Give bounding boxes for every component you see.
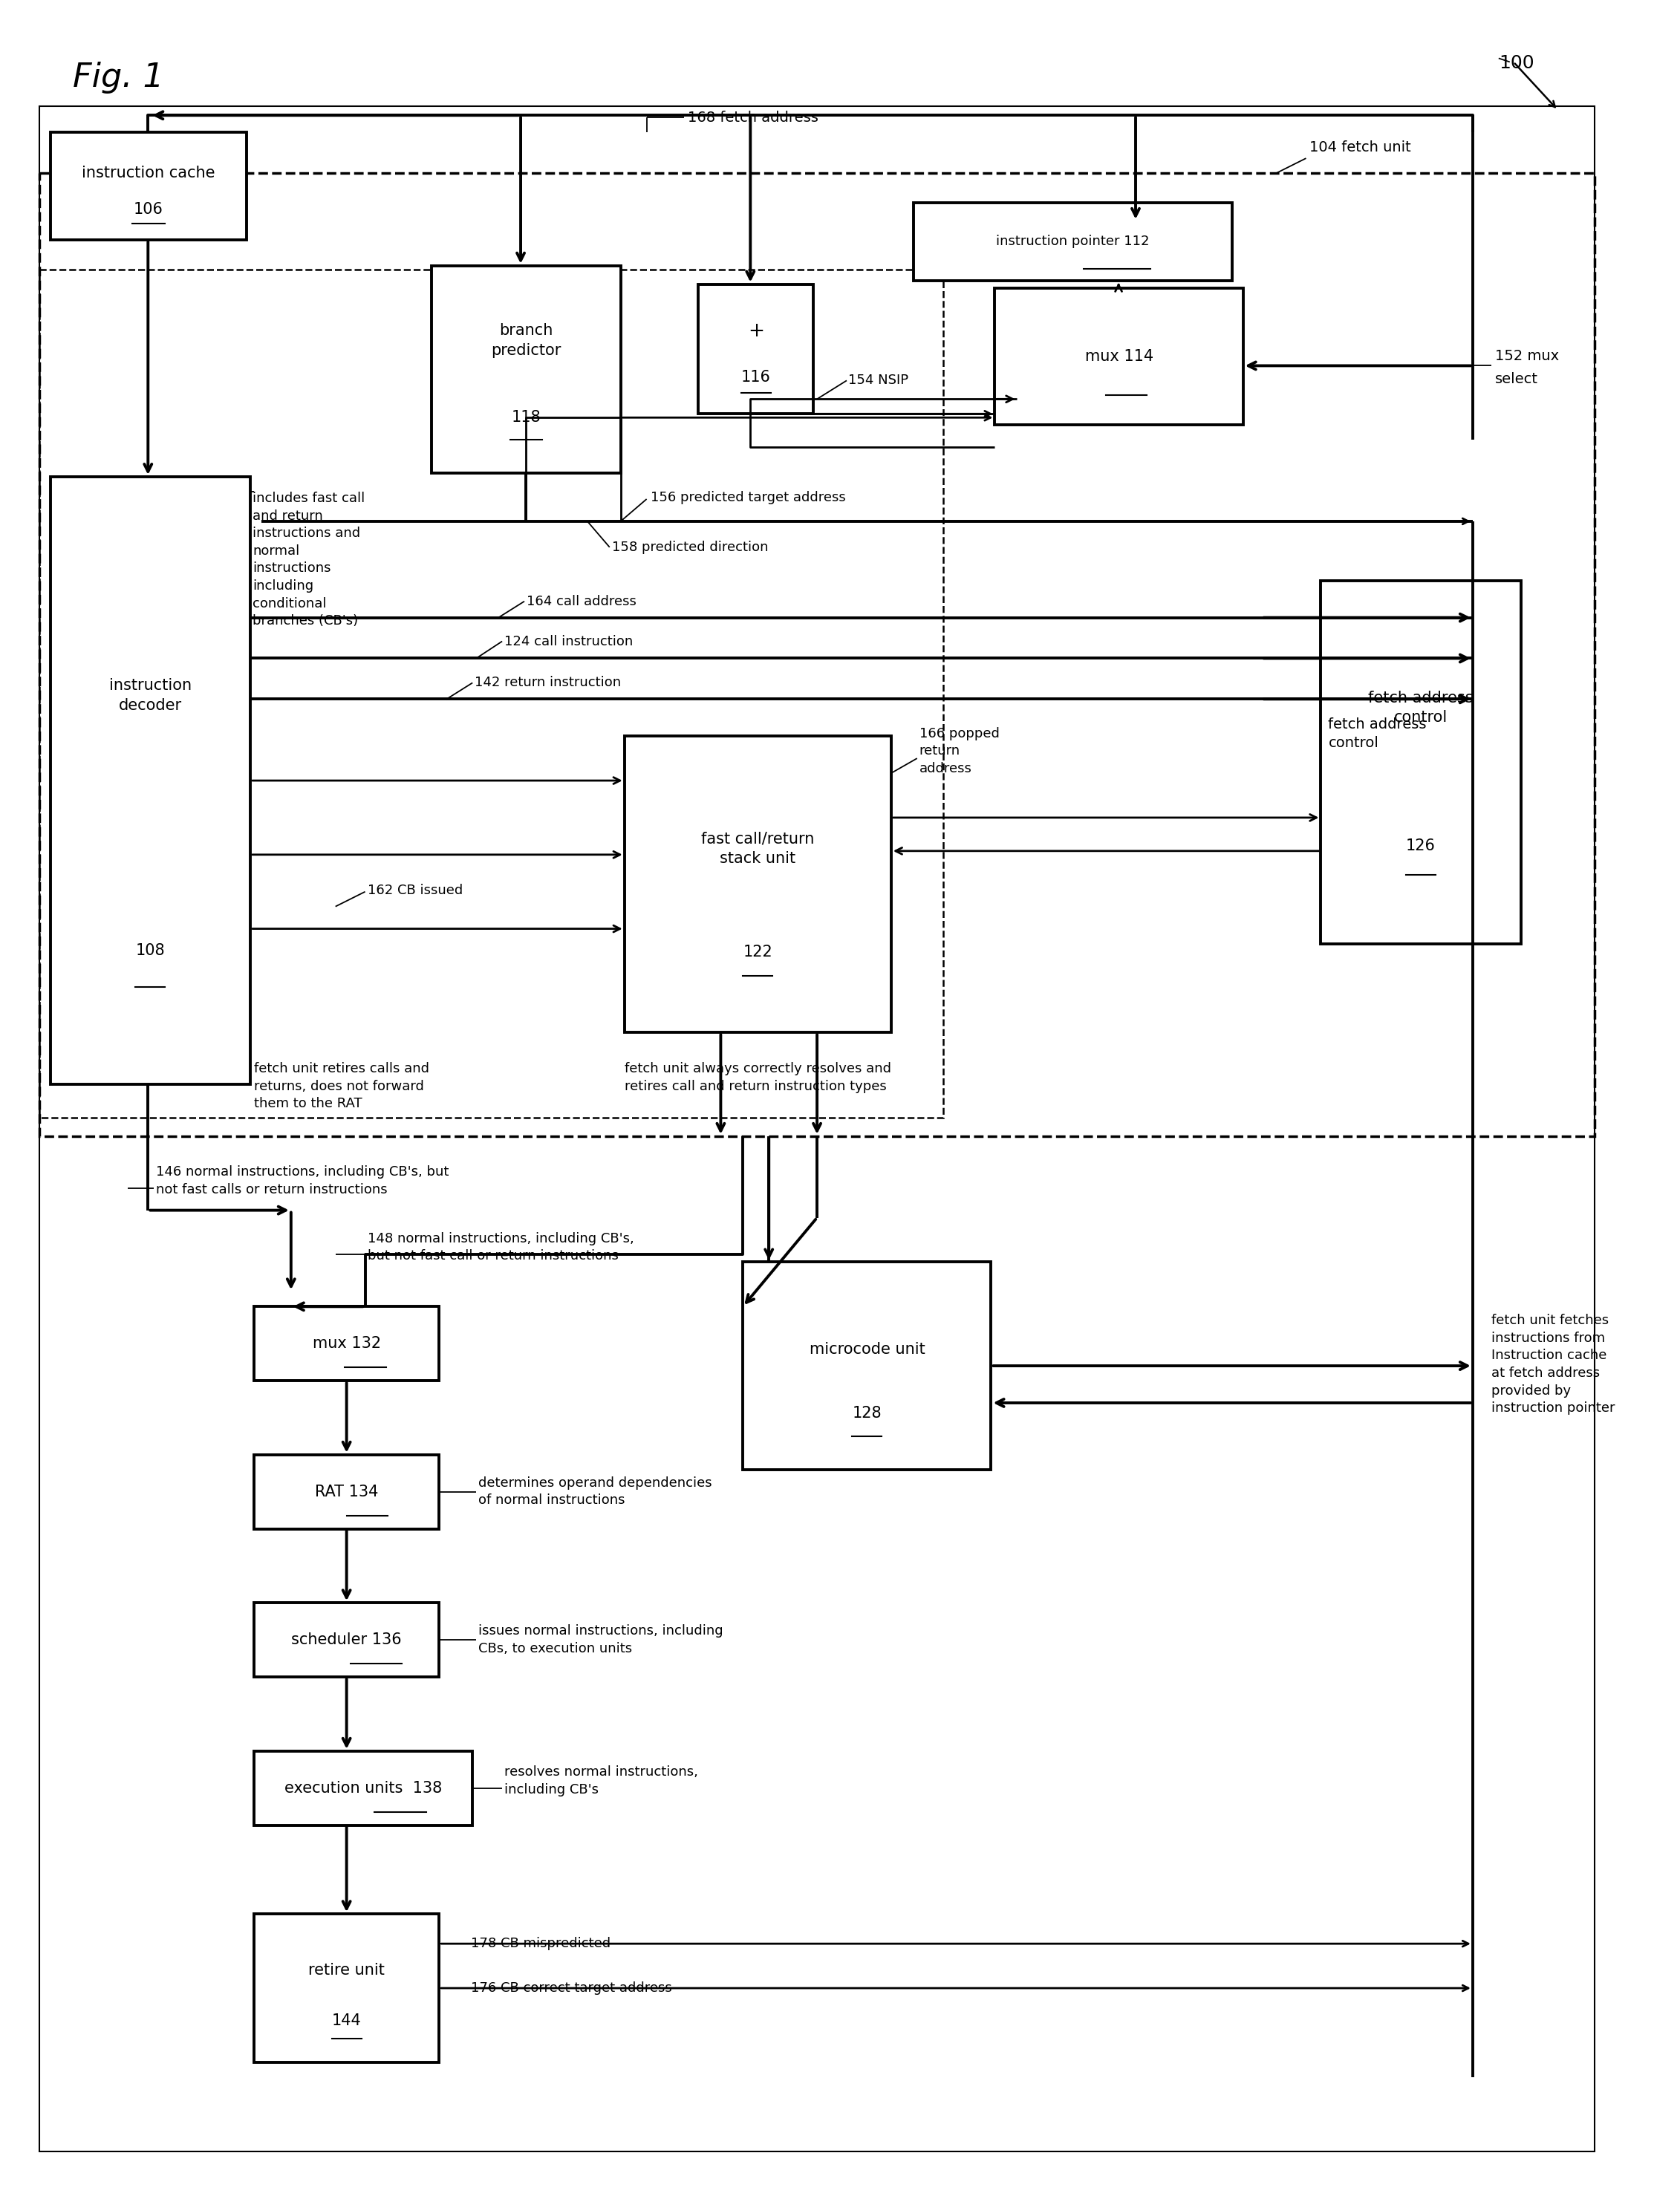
Text: 148 normal instructions, including CB's,
but not fast call or return instruction: 148 normal instructions, including CB's,… — [368, 1231, 633, 1262]
Text: 152 mux: 152 mux — [1495, 350, 1559, 363]
Text: 156 predicted target address: 156 predicted target address — [650, 490, 845, 504]
Text: 154 NSIP: 154 NSIP — [848, 374, 909, 387]
Text: 122: 122 — [743, 946, 773, 961]
Text: instruction cache: instruction cache — [82, 165, 215, 180]
Text: 104 fetch unit: 104 fetch unit — [1310, 141, 1411, 154]
Text: instruction pointer 112: instruction pointer 112 — [996, 235, 1149, 248]
Text: branch
predictor: branch predictor — [491, 323, 561, 358]
Text: resolves normal instructions,
including CB's: resolves normal instructions, including … — [504, 1766, 699, 1797]
Bar — [50, 132, 247, 240]
Text: fetch unit fetches
instructions from
Instruction cache
at fetch address
provided: fetch unit fetches instructions from Ins… — [1492, 1315, 1614, 1414]
Text: 100: 100 — [1499, 55, 1534, 73]
Bar — [254, 1913, 438, 2063]
Text: 126: 126 — [1406, 838, 1436, 853]
Bar — [254, 1750, 472, 1825]
Text: 106: 106 — [134, 202, 163, 218]
Bar — [1320, 581, 1520, 943]
Text: fetch unit always correctly resolves and
retires call and return instruction typ: fetch unit always correctly resolves and… — [625, 1062, 890, 1093]
Text: scheduler 136: scheduler 136 — [291, 1632, 402, 1647]
Text: determines operand dependencies
of normal instructions: determines operand dependencies of norma… — [479, 1476, 712, 1506]
Text: issues normal instructions, including
CBs, to execution units: issues normal instructions, including CB… — [479, 1625, 724, 1656]
Bar — [743, 1262, 991, 1469]
Text: 142 return instruction: 142 return instruction — [475, 675, 622, 690]
Text: instruction
decoder: instruction decoder — [109, 677, 192, 712]
Text: 116: 116 — [741, 369, 771, 385]
Bar — [432, 266, 620, 473]
Text: 158 predicted direction: 158 predicted direction — [612, 541, 768, 554]
Text: 118: 118 — [511, 409, 541, 424]
Text: select: select — [1495, 372, 1537, 387]
Text: 124 call instruction: 124 call instruction — [504, 636, 633, 649]
Text: microcode unit: microcode unit — [810, 1341, 926, 1357]
Bar — [254, 1306, 438, 1381]
Text: includes fast call
and return
instructions and
normal
instructions
including
con: includes fast call and return instructio… — [252, 493, 365, 627]
Text: +: + — [748, 321, 764, 341]
Text: 128: 128 — [852, 1405, 882, 1421]
Text: Fig. 1: Fig. 1 — [72, 62, 163, 95]
Text: 162 CB issued: 162 CB issued — [368, 884, 462, 897]
Text: fetch address
control: fetch address control — [1368, 690, 1473, 726]
Bar — [39, 270, 942, 1117]
Bar — [699, 284, 813, 413]
Bar — [995, 288, 1243, 424]
Text: mux 132: mux 132 — [312, 1337, 381, 1350]
Text: 108: 108 — [136, 943, 165, 959]
Bar — [39, 174, 1594, 1137]
Text: 146 normal instructions, including CB's, but
not fast calls or return instructio: 146 normal instructions, including CB's,… — [156, 1165, 449, 1196]
Text: mux 114: mux 114 — [1085, 350, 1152, 363]
Text: fetch unit retires calls and
returns, does not forward
them to the RAT: fetch unit retires calls and returns, do… — [254, 1062, 430, 1110]
Bar — [50, 477, 250, 1084]
Bar — [625, 737, 890, 1034]
Text: fetch address
control: fetch address control — [1329, 717, 1426, 750]
Bar — [914, 202, 1231, 281]
Text: 164 call address: 164 call address — [526, 594, 637, 607]
Text: 144: 144 — [333, 2014, 361, 2027]
Bar — [254, 1456, 438, 1528]
Text: 178 CB mispredicted: 178 CB mispredicted — [470, 1937, 612, 1951]
Text: 166 popped
return
address: 166 popped return address — [919, 726, 1000, 776]
Text: execution units  138: execution units 138 — [284, 1781, 442, 1797]
Bar — [254, 1603, 438, 1678]
Text: RAT 134: RAT 134 — [314, 1484, 378, 1500]
Text: fast call/return
stack unit: fast call/return stack unit — [701, 831, 815, 866]
Text: 176 CB correct target address: 176 CB correct target address — [470, 1981, 672, 1994]
Text: 168 fetch address: 168 fetch address — [687, 110, 818, 125]
Text: retire unit: retire unit — [309, 1964, 385, 1977]
